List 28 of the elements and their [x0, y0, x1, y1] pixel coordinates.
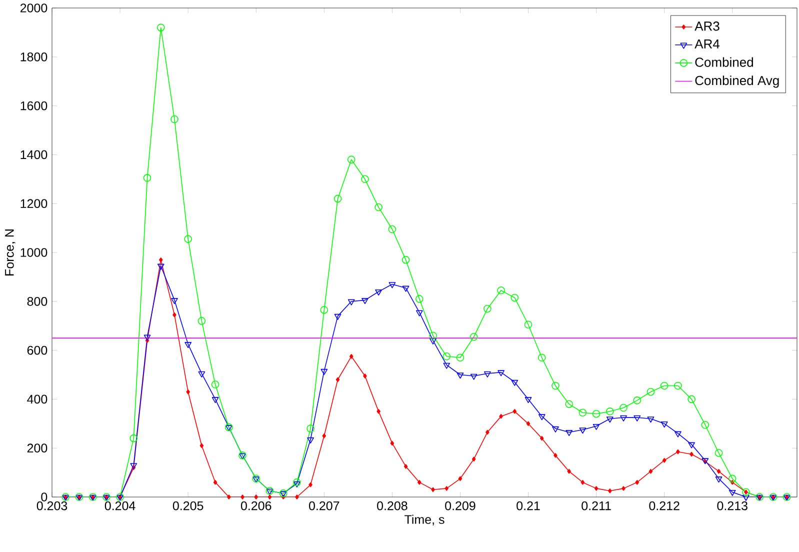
y-tick-label: 600 [27, 346, 48, 355]
y-tick-label: 400 [27, 394, 48, 404]
x-tick-label: 0.212 [649, 501, 680, 510]
y-tick-label: 1400 [20, 150, 48, 160]
y-tick-label: 2000 [20, 4, 48, 12]
x-tick-label: 0.208 [377, 501, 408, 510]
y-tick-label: 200 [27, 444, 48, 453]
y-axis-title: Force, N [5, 230, 16, 276]
x-tick-label: 0.203 [36, 501, 68, 510]
y-tick-label: 800 [27, 296, 48, 306]
y-tick-label: 1600 [20, 101, 48, 110]
x-tick-label: 0.209 [445, 501, 476, 510]
x-axis-title: Time, s [404, 514, 444, 526]
x-tick-label: 0.206 [240, 501, 272, 510]
y-tick-label: 1200 [20, 199, 48, 208]
x-tick-label: 0.21 [516, 501, 540, 510]
x-tick-label: 0.213 [717, 501, 748, 510]
x-tick-label: 0.205 [172, 501, 204, 510]
y-tick-label: 1000 [20, 248, 48, 257]
legend-label: Combined Avg [695, 76, 779, 88]
y-tick-label: 0 [41, 492, 48, 502]
x-tick-label: 0.207 [309, 501, 340, 510]
x-tick-label: 0.204 [104, 501, 136, 510]
y-tick-label: 1800 [20, 52, 48, 62]
legend-label: AR4 [694, 39, 720, 48]
x-tick-label: 0.211 [582, 501, 611, 510]
legend-label: AR3 [694, 22, 720, 31]
legend-label: Combined [695, 57, 754, 67]
